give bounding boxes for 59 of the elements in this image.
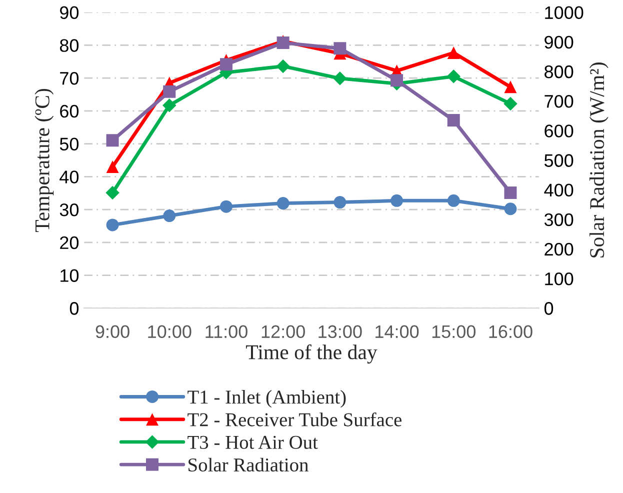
point bbox=[446, 70, 460, 84]
y-tick-label: 50 bbox=[60, 138, 79, 151]
y2-tick-label: 300 bbox=[544, 213, 574, 226]
y-axis-title: Temperature (ºC) bbox=[34, 88, 54, 232]
point bbox=[504, 186, 517, 200]
y-tick-label: 10 bbox=[60, 269, 79, 282]
y2-tick-label: 200 bbox=[544, 242, 574, 256]
y2-tick-label: 700 bbox=[544, 95, 574, 108]
y2-tick-label: 0 bbox=[544, 302, 554, 315]
x-tick-label: 11:00 bbox=[206, 325, 248, 338]
y2-tick-label: 900 bbox=[544, 36, 574, 49]
x-tick-label: 15:00 bbox=[432, 325, 476, 338]
legend-label: T1 - Inlet (Ambient) bbox=[188, 390, 346, 408]
point bbox=[504, 80, 517, 94]
point bbox=[390, 194, 404, 207]
point bbox=[447, 46, 460, 59]
y-tick-label: 30 bbox=[60, 203, 79, 216]
point bbox=[334, 196, 346, 209]
point bbox=[447, 114, 460, 127]
point bbox=[447, 194, 460, 207]
y2-tick-label: 500 bbox=[544, 154, 574, 167]
point bbox=[276, 197, 290, 210]
point bbox=[106, 186, 120, 200]
y2-tick-label: 600 bbox=[544, 124, 574, 138]
y-tick-label: 0 bbox=[70, 302, 79, 315]
point bbox=[334, 42, 346, 55]
y2-axis-title: Solar Radiation (W/m²) bbox=[589, 62, 608, 258]
point bbox=[106, 160, 119, 174]
legend-label: Solar Radiation bbox=[188, 458, 308, 472]
point bbox=[106, 134, 119, 147]
x-axis-title: Time of the day bbox=[246, 344, 378, 364]
y2-tick-label: 800 bbox=[544, 65, 574, 78]
x-tick-label: 13:00 bbox=[318, 325, 362, 338]
point bbox=[163, 85, 176, 98]
x-tick-label: 16:00 bbox=[489, 325, 532, 338]
legend-label: T3 - Hot Air Out bbox=[188, 436, 318, 449]
x-tick-label: 10:00 bbox=[148, 325, 192, 338]
point bbox=[220, 200, 232, 213]
x-tick-label: 9:00 bbox=[96, 325, 130, 338]
y-tick-label: 80 bbox=[60, 39, 79, 52]
y2-tick-label: 400 bbox=[544, 184, 574, 197]
y-tick-label: 70 bbox=[60, 72, 79, 85]
y-tick-label: 90 bbox=[60, 6, 79, 20]
point bbox=[504, 96, 518, 111]
point bbox=[390, 74, 404, 87]
y-tick-label: 60 bbox=[60, 104, 79, 118]
x-tick-label: 14:00 bbox=[376, 325, 419, 338]
y-tick-label: 40 bbox=[60, 170, 79, 184]
legend-label: T2 - Receiver Tube Surface bbox=[188, 412, 402, 426]
point bbox=[163, 210, 176, 222]
point bbox=[106, 218, 119, 232]
y-tick-label: 20 bbox=[60, 236, 79, 250]
point bbox=[504, 202, 517, 216]
point bbox=[276, 59, 290, 74]
y2-tick-label: 1000 bbox=[545, 6, 584, 20]
point bbox=[333, 72, 347, 86]
x-tick-label: 12:00 bbox=[262, 325, 305, 338]
point bbox=[162, 98, 176, 112]
y2-tick-label: 100 bbox=[545, 272, 574, 286]
